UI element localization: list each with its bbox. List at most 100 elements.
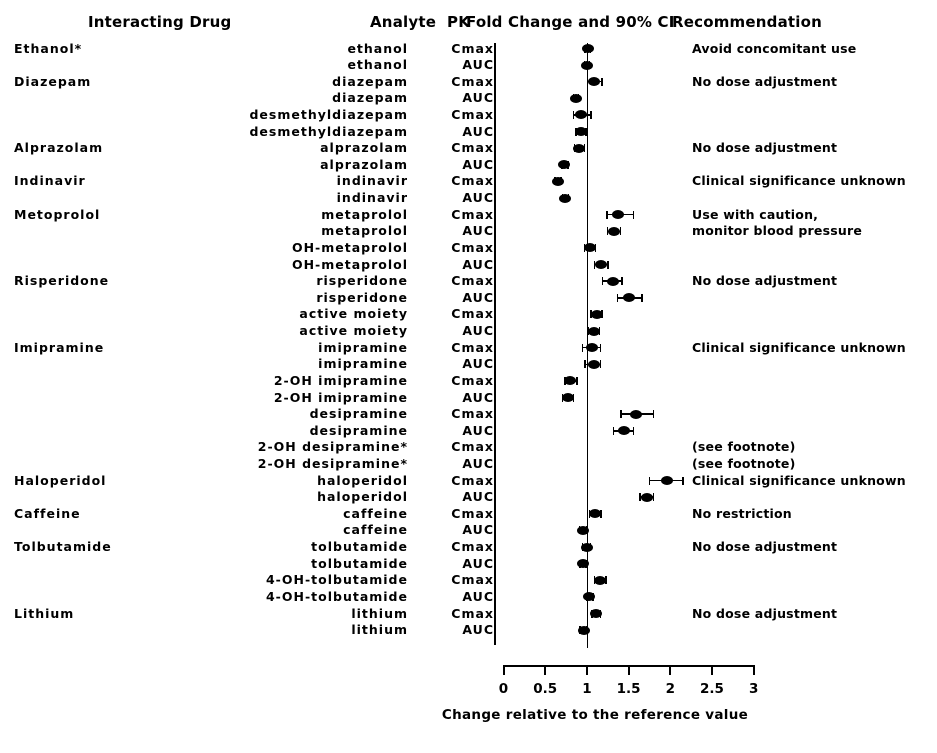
x-axis-tick: [627, 665, 630, 675]
pk-label: Cmax: [451, 472, 494, 488]
analyte-label: alprazolam: [320, 140, 408, 156]
pk-label: Cmax: [451, 372, 494, 388]
ci-cap-left: [601, 277, 604, 286]
analyte-label: ethanol: [347, 57, 408, 73]
point-dot: [630, 409, 643, 419]
ci-cap-left: [581, 343, 584, 352]
analyte-label: desmethyldiazepam: [249, 106, 408, 122]
point-dot: [583, 592, 596, 602]
analyte-label: desipramine: [309, 422, 408, 438]
ci-cap-left: [584, 360, 586, 369]
analyte-label: 2-OH desipramine*: [257, 439, 408, 455]
recommendation-label: Clinical significance unknown: [692, 339, 906, 355]
analyte-label: tolbutamide: [311, 555, 408, 571]
ci-cap-right: [607, 260, 609, 269]
ci-cap-left: [620, 410, 622, 419]
ci-cap-right: [599, 360, 602, 369]
ci-cap-left: [593, 260, 596, 269]
drug-label: Caffeine: [14, 505, 81, 521]
ci-cap-right: [600, 509, 602, 518]
point-dot: [594, 575, 607, 585]
ci-cap-left: [612, 426, 615, 435]
point-dot: [580, 542, 593, 552]
ci-cap-left: [616, 293, 619, 302]
recommendation-label: (see footnote): [692, 456, 796, 471]
analyte-label: 4-OH-tolbutamide: [265, 588, 408, 604]
drug-label: Lithium: [14, 605, 75, 621]
analyte-label: active moiety: [299, 306, 408, 322]
analyte-label: indinavir: [336, 190, 408, 206]
pk-label: AUC: [462, 190, 494, 206]
pk-label: AUC: [462, 156, 494, 172]
analyte-label: OH-metaprolol: [291, 256, 408, 272]
analyte-label: diazepam: [332, 90, 408, 106]
pk-label: AUC: [462, 123, 494, 139]
analyte-label: imipramine: [318, 356, 408, 372]
pk-label: Cmax: [451, 605, 494, 621]
x-axis-tick-label: 2: [665, 681, 675, 697]
point-dot: [585, 343, 598, 353]
pk-label: Cmax: [451, 439, 494, 455]
x-axis-tick-label: 3: [748, 681, 759, 697]
pk-label: AUC: [462, 555, 494, 571]
ci-cap-right: [652, 410, 655, 419]
point-dot: [611, 210, 624, 220]
point-dot: [575, 110, 588, 120]
analyte-label: 4-OH-tolbutamide: [265, 572, 408, 588]
analyte-label: 2-OH imipramine: [273, 389, 408, 405]
point-dot: [587, 359, 600, 369]
point-dot: [570, 93, 583, 103]
analyte-label: risperidone: [316, 289, 408, 305]
plot-frame-line: [494, 43, 496, 645]
analyte-label: desipramine: [309, 406, 408, 422]
x-axis-tick-label: 1: [582, 681, 592, 697]
analyte-label: tolbutamide: [311, 539, 408, 555]
drug-label: Alprazolam: [14, 140, 104, 156]
analyte-label: indinavir: [336, 173, 408, 189]
recommendation-label: No dose adjustment: [692, 605, 838, 621]
ci-cap-right: [601, 77, 603, 86]
point-dot: [561, 393, 574, 403]
analyte-label: metaprolol: [321, 206, 408, 222]
pk-label: Cmax: [451, 239, 494, 255]
pk-label: AUC: [462, 57, 494, 73]
recommendation-label: Avoid concomitant use: [692, 40, 857, 56]
point-dot: [607, 226, 620, 236]
recommendation-label: Clinical significance unknown: [692, 173, 906, 189]
point-dot: [551, 176, 564, 186]
pk-label: AUC: [462, 456, 494, 471]
ci-cap-right: [652, 493, 655, 502]
analyte-label: OH-metaprolol: [291, 239, 408, 255]
x-axis-tick-label: 0: [498, 681, 509, 697]
x-axis-tick: [544, 665, 547, 675]
pk-label: AUC: [462, 622, 494, 638]
drug-label: Metoprolol: [14, 206, 101, 222]
analyte-label: 2-OH desipramine*: [257, 456, 408, 471]
ci-cap-right: [599, 343, 602, 352]
drug-label: Imipramine: [14, 339, 105, 355]
ci-cap-right: [632, 210, 635, 219]
point-dot: [623, 293, 636, 303]
analyte-label: active moiety: [299, 323, 408, 339]
point-dot: [660, 476, 673, 486]
pk-label: AUC: [462, 588, 494, 604]
header-recommendation: Recommendation: [672, 13, 822, 31]
recommendation-label: No dose adjustment: [692, 73, 838, 89]
recommendation-label: No restriction: [692, 505, 792, 521]
x-axis-tick: [669, 665, 672, 675]
ci-cap-right: [632, 426, 635, 435]
point-dot: [576, 525, 589, 535]
ci-cap-left: [572, 110, 575, 119]
header-analyte: Analyte: [370, 13, 437, 31]
ci-cap-right: [576, 376, 578, 385]
point-dot: [590, 609, 603, 619]
pk-label: AUC: [462, 422, 494, 438]
point-dot: [640, 492, 653, 502]
analyte-label: haloperidol: [317, 472, 408, 488]
x-axis-tick-label: 1.5: [616, 681, 641, 697]
pk-label: Cmax: [451, 40, 494, 56]
pk-label: AUC: [462, 489, 494, 505]
x-axis-tick: [585, 665, 588, 675]
analyte-label: risperidone: [316, 273, 408, 289]
